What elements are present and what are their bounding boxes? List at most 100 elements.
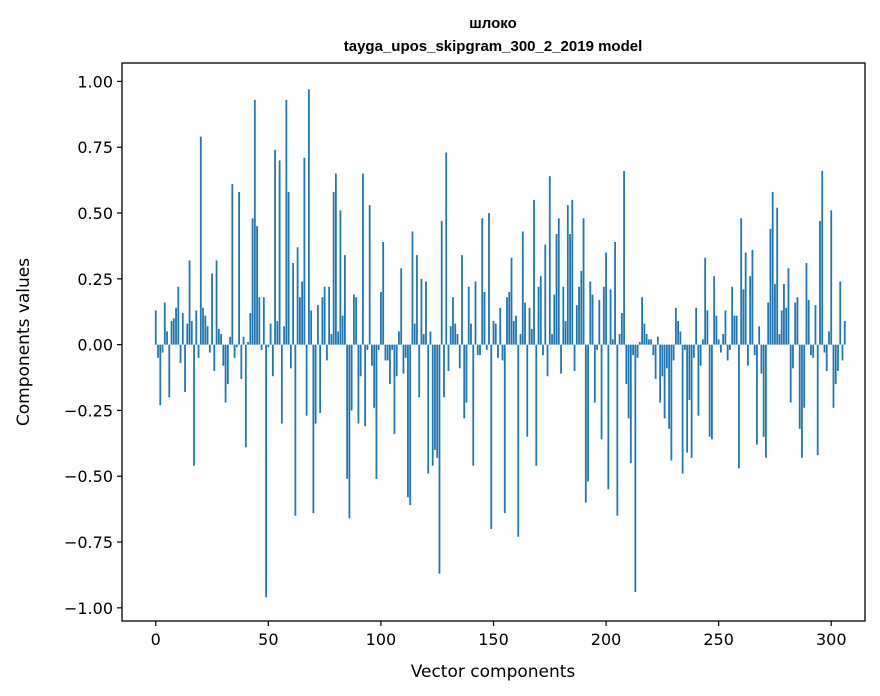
bar <box>636 344 639 358</box>
bar <box>220 334 222 345</box>
bar <box>796 297 799 345</box>
bar <box>366 344 369 350</box>
bar <box>668 344 671 429</box>
bar <box>643 323 646 345</box>
bar <box>197 344 200 358</box>
y-tick-label: −0.75 <box>64 533 113 552</box>
x-tick-label: 200 <box>591 630 622 649</box>
chart-subtitle: tayga_upos_skipgram_300_2_2019 model <box>344 38 643 55</box>
bar <box>645 334 648 345</box>
bar <box>287 191 290 345</box>
bar <box>161 344 164 353</box>
bar <box>807 299 810 345</box>
bar <box>449 326 452 345</box>
bar <box>762 344 765 437</box>
bar <box>193 344 195 466</box>
bar <box>330 334 333 345</box>
bar <box>222 344 225 366</box>
chart-title: шлоко <box>469 15 516 32</box>
bar <box>704 257 707 345</box>
bar <box>625 344 628 385</box>
bar <box>533 199 535 345</box>
bar <box>602 286 605 345</box>
bar <box>542 344 544 356</box>
bar <box>172 318 175 345</box>
bar <box>465 344 468 403</box>
bar <box>580 270 583 345</box>
bar <box>740 218 743 345</box>
bar <box>506 297 508 345</box>
bar <box>436 344 439 458</box>
bar <box>510 257 513 345</box>
bar <box>481 218 484 345</box>
bar <box>305 344 308 416</box>
bar <box>726 344 729 361</box>
y-tick-label: 0.00 <box>77 336 113 355</box>
bar <box>168 344 171 398</box>
bar <box>679 331 682 345</box>
bar <box>584 344 587 503</box>
x-tick-label: 150 <box>478 630 509 649</box>
x-tick-label: 0 <box>151 630 161 649</box>
bar <box>605 252 607 345</box>
bar <box>555 234 558 345</box>
bar <box>440 220 443 345</box>
bar <box>404 344 407 358</box>
bar <box>528 307 531 345</box>
bar <box>260 344 263 350</box>
bar <box>560 344 562 374</box>
bar <box>589 281 592 345</box>
bar <box>170 320 173 345</box>
y-tick-label: −1.00 <box>64 599 113 618</box>
bar <box>792 344 794 369</box>
bar <box>503 344 506 514</box>
bar <box>690 344 693 458</box>
bar <box>596 344 598 350</box>
bar <box>244 344 247 448</box>
bar <box>738 344 740 469</box>
bar <box>229 336 231 345</box>
bar <box>310 310 313 345</box>
bar <box>353 294 355 345</box>
bar <box>810 344 812 356</box>
bar <box>744 252 747 345</box>
bar <box>623 170 625 345</box>
bar <box>159 344 162 406</box>
bar <box>677 320 680 345</box>
bar <box>157 344 159 358</box>
y-axis-ticks: 1.00 0.75 0.50 0.25 0.00 −0.25 −0.50 −0.75 −1.00 <box>64 72 122 618</box>
bar <box>463 344 466 419</box>
bar <box>521 231 524 345</box>
bar <box>548 176 551 345</box>
bar <box>294 344 297 516</box>
bar <box>186 323 189 345</box>
bar <box>674 307 677 345</box>
bar <box>321 297 324 345</box>
bar <box>420 278 423 345</box>
bar <box>812 344 815 358</box>
bar <box>841 344 844 361</box>
bar <box>494 323 497 345</box>
bar <box>224 344 227 403</box>
bar <box>411 231 414 345</box>
bar <box>348 344 351 519</box>
bar <box>749 276 752 345</box>
y-tick-label: 1.00 <box>77 72 113 91</box>
bar <box>515 315 517 345</box>
bar <box>278 160 281 345</box>
bar <box>828 331 830 345</box>
bar <box>814 305 817 345</box>
bar <box>470 323 472 345</box>
x-tick-label: 100 <box>366 630 397 649</box>
bar <box>375 344 378 479</box>
bar <box>578 286 580 345</box>
bar <box>323 286 326 345</box>
bar <box>837 344 839 371</box>
bar <box>591 294 594 345</box>
bar <box>789 344 792 403</box>
bar <box>776 207 779 345</box>
bar <box>359 344 362 377</box>
bar <box>357 344 360 424</box>
bar <box>756 344 758 445</box>
bar <box>177 286 180 345</box>
